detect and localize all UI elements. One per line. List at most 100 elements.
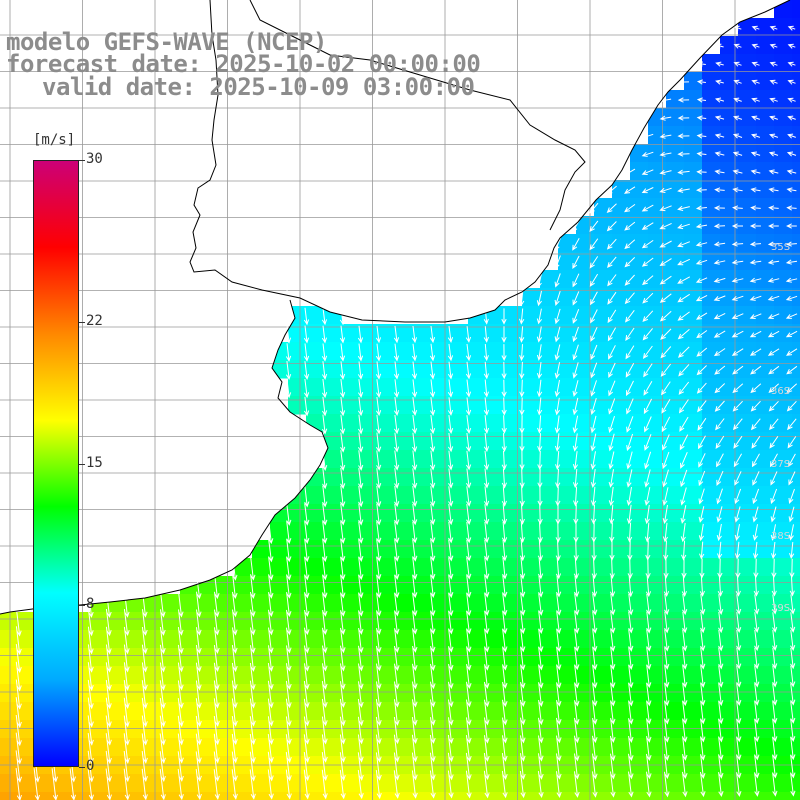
wind-arrow <box>87 750 94 783</box>
wind-arrow <box>519 361 525 380</box>
wind-arrow <box>646 736 652 762</box>
wind-speed-cell <box>666 504 685 523</box>
wind-speed-cell <box>648 180 667 199</box>
wind-speed-cell <box>288 342 307 361</box>
wind-speed-cell <box>486 342 505 361</box>
wind-arrow <box>357 379 364 398</box>
wind-arrow <box>645 558 651 579</box>
wind-arrow <box>538 611 544 635</box>
wind-arrow <box>659 115 672 121</box>
wind-arrow <box>250 627 256 654</box>
wind-arrow <box>732 400 743 412</box>
wind-speed-cell <box>792 558 800 577</box>
wind-speed-cell <box>504 738 523 757</box>
wind-speed-cell <box>792 54 800 73</box>
wind-arrow <box>573 557 579 580</box>
wind-arrow <box>376 645 382 672</box>
wind-arrow <box>700 736 706 761</box>
wind-speed-cell <box>630 342 649 361</box>
wind-arrow <box>303 698 310 727</box>
wind-arrow <box>177 768 184 800</box>
wind-arrow <box>124 591 130 618</box>
wind-arrow <box>664 647 670 670</box>
wind-speed-cell <box>630 558 649 577</box>
wind-arrow <box>608 486 615 507</box>
wind-arrow <box>466 699 472 726</box>
wind-speed-cell <box>792 180 800 199</box>
wind-speed-cell <box>432 360 451 379</box>
wind-speed-cell <box>306 522 325 541</box>
wind-speed-cell <box>414 342 433 361</box>
wind-speed-cell <box>792 306 800 325</box>
wind-arrow <box>608 469 614 488</box>
wind-arrow <box>393 716 400 745</box>
wind-speed-cell <box>774 612 793 631</box>
wind-arrow <box>572 291 580 306</box>
wind-arrow <box>484 521 490 544</box>
wind-speed-cell <box>756 414 775 433</box>
wind-arrow <box>786 365 798 375</box>
wind-arrow <box>754 594 760 615</box>
wind-arrow <box>718 736 724 761</box>
wind-speed-cell <box>558 774 577 793</box>
wind-arrows <box>15 25 798 800</box>
wind-arrow <box>697 435 706 450</box>
wind-speed-cell <box>702 234 721 253</box>
wind-speed-cell <box>630 270 649 289</box>
wind-arrow <box>592 664 598 689</box>
wind-arrow <box>768 187 779 193</box>
wind-arrow <box>718 594 724 615</box>
wind-arrow <box>696 97 707 103</box>
wind-speed-cell <box>648 504 667 523</box>
wind-arrow <box>589 238 599 251</box>
wind-arrow <box>177 644 184 673</box>
wind-speed-cell <box>756 558 775 577</box>
wind-speed-cell <box>756 180 775 199</box>
wind-speed-cell <box>720 630 739 649</box>
wind-speed-cell <box>792 18 800 37</box>
wind-speed-cell <box>396 612 415 631</box>
wind-speed-cell <box>432 594 451 613</box>
wind-arrow <box>718 754 724 779</box>
wind-arrow <box>786 187 797 193</box>
wind-arrow <box>787 133 796 139</box>
wind-speed-cell <box>108 630 127 649</box>
wind-arrow <box>501 770 508 799</box>
wind-arrow <box>736 612 742 634</box>
wind-speed-cell <box>558 666 577 685</box>
wind-speed-cell <box>576 702 595 721</box>
wind-speed-cell <box>450 342 469 361</box>
wind-arrow <box>321 681 328 709</box>
wind-arrow <box>736 754 742 779</box>
wind-arrow <box>664 593 670 616</box>
wind-speed-cell <box>648 198 667 217</box>
wind-arrow <box>771 541 777 560</box>
wind-speed-cell <box>594 378 613 397</box>
wind-arrow <box>339 752 346 781</box>
wind-speed-cell <box>324 324 343 343</box>
wind-arrow <box>590 486 597 507</box>
wind-speed-cell <box>378 324 397 343</box>
wind-speed-cell <box>504 630 523 649</box>
wind-speed-cell <box>54 792 73 800</box>
wind-speed-cell <box>324 720 343 739</box>
wind-speed-cell <box>774 702 793 721</box>
wind-arrow <box>787 43 796 49</box>
wind-arrow <box>411 397 418 416</box>
wind-arrow <box>790 701 796 724</box>
wind-arrow <box>376 663 382 690</box>
wind-speed-cell <box>360 702 379 721</box>
wind-arrow <box>430 628 436 653</box>
wind-arrow <box>731 348 744 356</box>
wind-arrow <box>537 771 544 799</box>
wind-arrow <box>697 61 706 67</box>
wind-speed-cell <box>684 576 703 595</box>
wind-speed-cell <box>684 450 703 469</box>
wind-arrow <box>713 223 726 229</box>
wind-arrow <box>768 223 779 229</box>
wind-speed-cell <box>702 198 721 217</box>
colorbar-tick-label: 22 <box>86 312 103 329</box>
wind-arrow <box>786 383 798 393</box>
wind-arrow <box>646 647 652 670</box>
wind-arrow <box>659 310 672 322</box>
